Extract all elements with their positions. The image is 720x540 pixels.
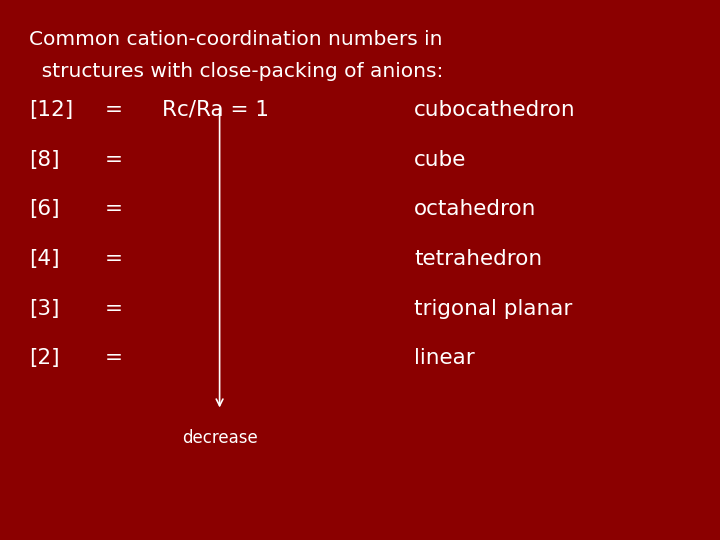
Text: octahedron: octahedron: [414, 199, 536, 219]
Text: structures with close-packing of anions:: structures with close-packing of anions:: [29, 62, 444, 81]
Text: =: =: [104, 299, 122, 319]
Text: [4]: [4]: [29, 249, 60, 269]
Text: =: =: [104, 100, 122, 120]
Text: [2]: [2]: [29, 348, 60, 368]
Text: linear: linear: [414, 348, 474, 368]
Text: =: =: [104, 199, 122, 219]
Text: cubocathedron: cubocathedron: [414, 100, 575, 120]
Text: trigonal planar: trigonal planar: [414, 299, 572, 319]
Text: [6]: [6]: [29, 199, 60, 219]
Text: Rc/Ra = 1: Rc/Ra = 1: [162, 100, 269, 120]
Text: [8]: [8]: [29, 150, 60, 170]
Text: =: =: [104, 249, 122, 269]
Text: Common cation-coordination numbers in: Common cation-coordination numbers in: [29, 30, 442, 49]
Text: [3]: [3]: [29, 299, 59, 319]
Text: tetrahedron: tetrahedron: [414, 249, 542, 269]
Text: cube: cube: [414, 150, 467, 170]
Text: decrease: decrease: [181, 429, 258, 447]
Text: [12]: [12]: [29, 100, 73, 120]
Text: =: =: [104, 150, 122, 170]
Text: =: =: [104, 348, 122, 368]
